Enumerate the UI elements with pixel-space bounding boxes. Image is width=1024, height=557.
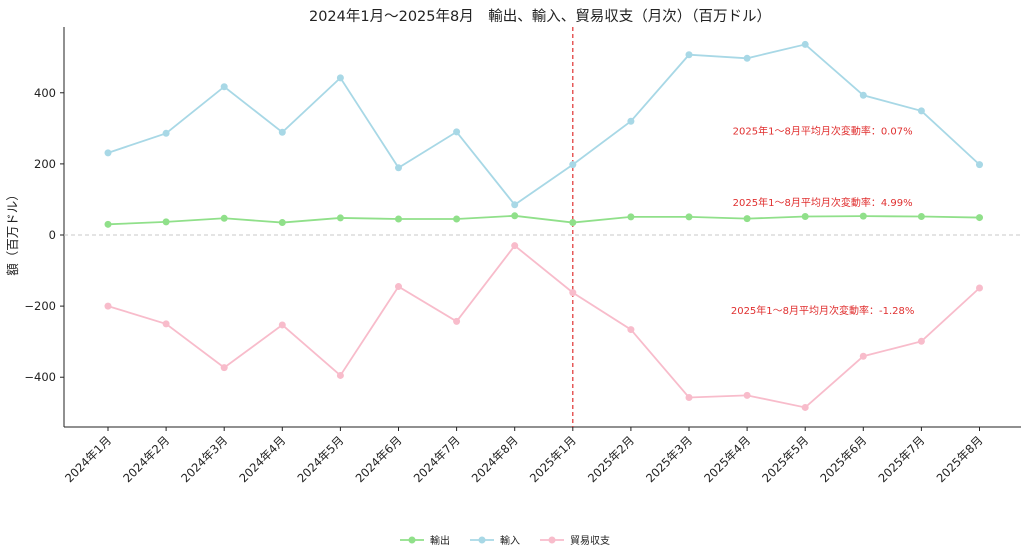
data-point (162, 218, 170, 226)
data-point (453, 128, 461, 136)
data-point (104, 302, 112, 310)
data-point (104, 149, 112, 157)
data-point (685, 393, 693, 401)
legend-label: 貿易収支 (570, 535, 610, 547)
data-point (569, 289, 577, 297)
data-point (976, 284, 983, 292)
data-point (801, 40, 809, 48)
data-point (627, 117, 635, 125)
legend: 輸出 輸入 貿易収支 (400, 534, 610, 547)
series-line-3 (107, 244, 981, 409)
y-axis-label: 額（百万ドル） (5, 188, 20, 276)
data-point (917, 107, 925, 115)
x-tick-label: 2025年1月 (527, 433, 579, 485)
data-point (743, 391, 751, 399)
data-point (743, 215, 751, 223)
data-point (801, 403, 809, 411)
data-point (278, 219, 286, 227)
x-tick-label: 2024年6月 (353, 433, 405, 485)
data-point (743, 54, 751, 62)
data-point (627, 326, 635, 334)
annotation-label: 2025年1〜8月平均月次変動率：4.99% (733, 196, 913, 209)
y-tick-label: −200 (24, 299, 56, 313)
x-tick-label: 2025年4月 (701, 433, 753, 485)
series-line-1 (107, 214, 980, 226)
x-tick-label: 2025年7月 (875, 433, 927, 485)
data-point (336, 371, 344, 379)
legend-label: 輸入 (500, 534, 520, 547)
data-point (859, 352, 867, 360)
x-tick-label: 2025年6月 (817, 433, 869, 485)
x-tick-label: 2025年5月 (759, 433, 811, 485)
data-point (801, 213, 809, 221)
data-point (976, 161, 983, 169)
y-tick-label: −400 (24, 370, 56, 384)
data-point (162, 129, 170, 137)
legend-swatch-marker (408, 536, 416, 544)
series-line-2 (107, 43, 981, 206)
x-tick-label: 2024年2月 (120, 433, 172, 485)
data-point (395, 283, 402, 291)
data-point (685, 51, 693, 59)
y-tick-label: 0 (49, 228, 56, 242)
data-point (685, 213, 693, 221)
x-tick-label: 2024年5月 (294, 433, 346, 485)
x-tick-label: 2025年8月 (934, 433, 986, 485)
data-point (976, 214, 983, 222)
legend-swatch-marker (478, 536, 486, 544)
data-point (278, 128, 286, 136)
data-point (511, 201, 519, 209)
data-point (220, 83, 228, 91)
data-point (336, 214, 344, 222)
data-point (278, 321, 286, 329)
data-point (917, 337, 925, 345)
data-point (627, 213, 635, 221)
y-tick-label: 200 (34, 157, 56, 171)
legend-swatch-marker (548, 536, 556, 544)
data-point (569, 161, 577, 169)
data-point (453, 215, 461, 223)
data-point (395, 164, 402, 172)
x-tick-label: 2024年3月 (178, 433, 230, 485)
data-point (104, 220, 112, 228)
x-tick-label: 2024年8月 (469, 433, 521, 485)
y-tick-label: 400 (34, 86, 56, 100)
data-point (453, 317, 461, 325)
x-tick-label: 2024年4月 (236, 433, 288, 485)
data-point (569, 219, 577, 227)
data-point (162, 320, 170, 328)
data-point (220, 214, 228, 222)
annotation-label: 2025年1〜8月平均月次変動率：-1.28% (731, 304, 915, 317)
x-tick-label: 2024年1月 (62, 433, 114, 485)
chart-title: 2024年1月〜2025年8月 輸出、輸入、貿易収支（月次）（百万ドル） (309, 8, 771, 25)
data-point (511, 212, 519, 220)
x-tick-label: 2025年3月 (643, 433, 695, 485)
data-point (511, 242, 519, 250)
x-tick-label: 2025年2月 (585, 433, 637, 485)
data-point (917, 213, 925, 221)
data-point (336, 74, 344, 82)
data-point (859, 91, 867, 99)
annotation-label: 2025年1〜8月平均月次変動率：0.07% (733, 125, 913, 138)
data-point (220, 364, 228, 372)
data-point (859, 212, 867, 220)
x-tick-label: 2024年7月 (411, 433, 463, 485)
legend-label: 輸出 (430, 534, 450, 547)
data-point (395, 215, 402, 223)
